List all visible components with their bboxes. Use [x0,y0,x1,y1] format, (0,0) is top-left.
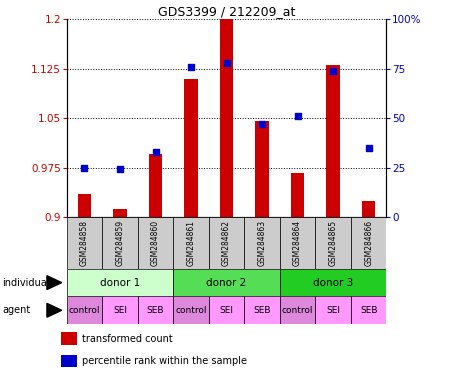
Polygon shape [47,303,62,317]
Point [187,64,194,70]
Text: SEI: SEI [113,306,127,315]
Text: SEB: SEB [146,306,164,315]
Point [81,164,88,170]
Text: SEI: SEI [219,306,233,315]
Text: GSM284864: GSM284864 [292,220,302,266]
Bar [244,217,279,269]
Text: SEB: SEB [253,306,270,315]
Bar [137,296,173,324]
Bar [137,217,173,269]
Text: SEI: SEI [325,306,339,315]
Bar [173,296,208,324]
Point [222,60,230,66]
Text: GSM284861: GSM284861 [186,220,195,266]
Point [116,166,123,172]
Bar [219,19,233,217]
Bar [350,296,386,324]
Text: agent: agent [2,305,30,315]
Bar [173,217,208,269]
Bar [208,296,244,324]
Text: control: control [281,306,313,315]
Bar [173,269,279,296]
Bar [102,217,137,269]
Point [258,121,265,127]
Bar [102,296,137,324]
Point [329,68,336,74]
Text: donor 3: donor 3 [312,278,353,288]
Bar [279,296,315,324]
Bar [208,217,244,269]
Text: GSM284865: GSM284865 [328,220,337,266]
Text: GSM284863: GSM284863 [257,220,266,266]
Bar [315,296,350,324]
Text: transformed count: transformed count [82,334,173,344]
Bar [113,209,127,217]
Bar [67,217,102,269]
Text: control: control [68,306,100,315]
Bar [279,217,315,269]
Text: control: control [175,306,207,315]
Bar [244,296,279,324]
Bar [78,194,91,217]
Point [364,145,371,151]
Text: GSM284860: GSM284860 [151,220,160,266]
Bar [325,65,339,217]
Bar [279,269,386,296]
Point [293,113,301,119]
Text: GSM284858: GSM284858 [80,220,89,266]
Bar [184,78,197,217]
Text: GSM284866: GSM284866 [364,220,372,266]
Bar [255,121,268,217]
Bar [67,296,102,324]
Text: donor 1: donor 1 [100,278,140,288]
Bar [290,174,304,217]
Text: donor 2: donor 2 [206,278,246,288]
Title: GDS3399 / 212209_at: GDS3399 / 212209_at [157,5,295,18]
Bar [315,217,350,269]
Bar [61,354,76,367]
Bar [148,154,162,217]
Polygon shape [47,276,62,290]
Bar [61,333,76,345]
Text: GSM284859: GSM284859 [115,220,124,266]
Bar [361,201,375,217]
Text: individual: individual [2,278,50,288]
Bar [67,269,173,296]
Text: GSM284862: GSM284862 [222,220,230,266]
Text: percentile rank within the sample: percentile rank within the sample [82,356,246,366]
Bar [350,217,386,269]
Point [151,149,159,155]
Text: SEB: SEB [359,306,376,315]
